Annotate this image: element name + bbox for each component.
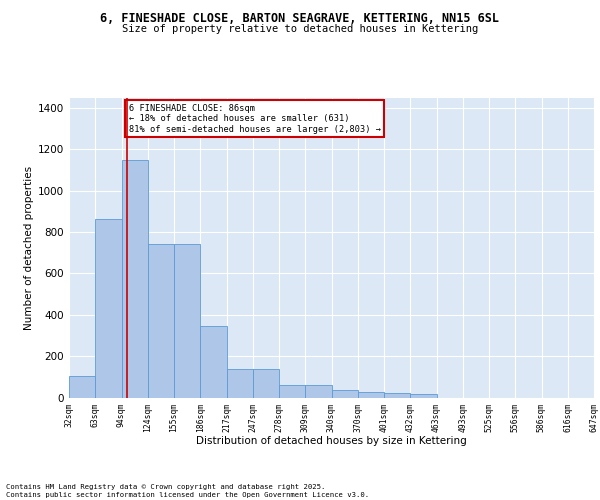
Text: Contains HM Land Registry data © Crown copyright and database right 2025.
Contai: Contains HM Land Registry data © Crown c… — [6, 484, 369, 498]
Bar — [358, 392, 384, 398]
Bar — [305, 385, 331, 398]
Text: 6, FINESHADE CLOSE, BARTON SEAGRAVE, KETTERING, NN15 6SL: 6, FINESHADE CLOSE, BARTON SEAGRAVE, KET… — [101, 12, 499, 26]
Bar — [331, 390, 358, 398]
Bar — [227, 368, 253, 398]
Bar — [95, 218, 121, 398]
Text: 6 FINESHADE CLOSE: 86sqm
← 18% of detached houses are smaller (631)
81% of semi-: 6 FINESHADE CLOSE: 86sqm ← 18% of detach… — [129, 104, 381, 134]
Text: Size of property relative to detached houses in Kettering: Size of property relative to detached ho… — [122, 24, 478, 34]
X-axis label: Distribution of detached houses by size in Kettering: Distribution of detached houses by size … — [196, 436, 467, 446]
Bar — [148, 244, 174, 398]
Bar — [253, 368, 279, 398]
Bar — [200, 326, 227, 398]
Bar — [279, 385, 305, 398]
Y-axis label: Number of detached properties: Number of detached properties — [24, 166, 34, 330]
Bar — [384, 394, 410, 398]
Bar — [69, 376, 95, 398]
Bar — [410, 394, 437, 398]
Bar — [121, 160, 148, 398]
Bar — [174, 244, 200, 398]
